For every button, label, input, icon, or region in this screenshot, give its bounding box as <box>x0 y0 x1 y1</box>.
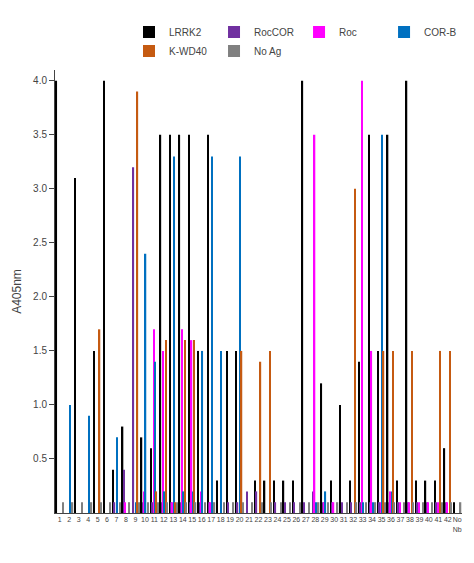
svg-text:3.5: 3.5 <box>33 129 47 140</box>
svg-text:17: 17 <box>207 516 215 523</box>
svg-text:1.0: 1.0 <box>33 399 47 410</box>
svg-text:3: 3 <box>77 516 81 523</box>
svg-text:LRRK2: LRRK2 <box>169 27 202 38</box>
svg-text:29: 29 <box>321 516 329 523</box>
svg-text:9: 9 <box>133 516 137 523</box>
svg-text:24: 24 <box>274 516 282 523</box>
svg-text:No Ag: No Ag <box>254 46 281 57</box>
svg-text:5: 5 <box>96 516 100 523</box>
svg-text:31: 31 <box>340 516 348 523</box>
svg-text:13: 13 <box>169 516 177 523</box>
svg-text:15: 15 <box>188 516 196 523</box>
svg-text:37: 37 <box>397 516 405 523</box>
svg-text:4: 4 <box>86 516 90 523</box>
svg-text:22: 22 <box>255 516 263 523</box>
svg-text:20: 20 <box>236 516 244 523</box>
svg-text:19: 19 <box>226 516 234 523</box>
svg-text:2: 2 <box>67 516 71 523</box>
svg-text:42: 42 <box>444 516 452 523</box>
svg-text:NoNb: NoNb <box>453 516 462 532</box>
svg-text:41: 41 <box>434 516 442 523</box>
svg-text:39: 39 <box>416 516 424 523</box>
svg-text:4.0: 4.0 <box>33 75 47 86</box>
svg-text:7: 7 <box>115 516 119 523</box>
svg-text:1: 1 <box>58 516 62 523</box>
svg-text:12: 12 <box>160 516 168 523</box>
svg-text:3.0: 3.0 <box>33 183 47 194</box>
svg-text:27: 27 <box>302 516 310 523</box>
svg-text:10: 10 <box>141 516 149 523</box>
svg-text:0.5: 0.5 <box>33 453 47 464</box>
svg-text:14: 14 <box>179 516 187 523</box>
svg-text:1.5: 1.5 <box>33 345 47 356</box>
svg-text:21: 21 <box>245 516 253 523</box>
svg-text:K-WD40: K-WD40 <box>169 46 207 57</box>
svg-text:35: 35 <box>378 516 386 523</box>
svg-text:23: 23 <box>264 516 272 523</box>
svg-text:16: 16 <box>198 516 206 523</box>
svg-text:2.0: 2.0 <box>33 291 47 302</box>
svg-text:A405nm: A405nm <box>10 269 24 314</box>
svg-text:18: 18 <box>217 516 225 523</box>
svg-text:Roc: Roc <box>339 27 357 38</box>
svg-text:11: 11 <box>151 516 158 523</box>
svg-text:26: 26 <box>292 516 300 523</box>
svg-text:2.5: 2.5 <box>33 237 47 248</box>
svg-text:34: 34 <box>368 516 376 523</box>
svg-text:38: 38 <box>406 516 414 523</box>
svg-text:25: 25 <box>283 516 291 523</box>
svg-text:RocCOR: RocCOR <box>254 27 294 38</box>
svg-text:40: 40 <box>425 516 433 523</box>
svg-text:8: 8 <box>124 516 128 523</box>
svg-text:28: 28 <box>311 516 319 523</box>
svg-text:6: 6 <box>105 516 109 523</box>
svg-text:COR-B: COR-B <box>424 27 457 38</box>
svg-text:33: 33 <box>359 516 367 523</box>
svg-text:30: 30 <box>330 516 338 523</box>
svg-text:36: 36 <box>387 516 395 523</box>
svg-text:32: 32 <box>349 516 357 523</box>
